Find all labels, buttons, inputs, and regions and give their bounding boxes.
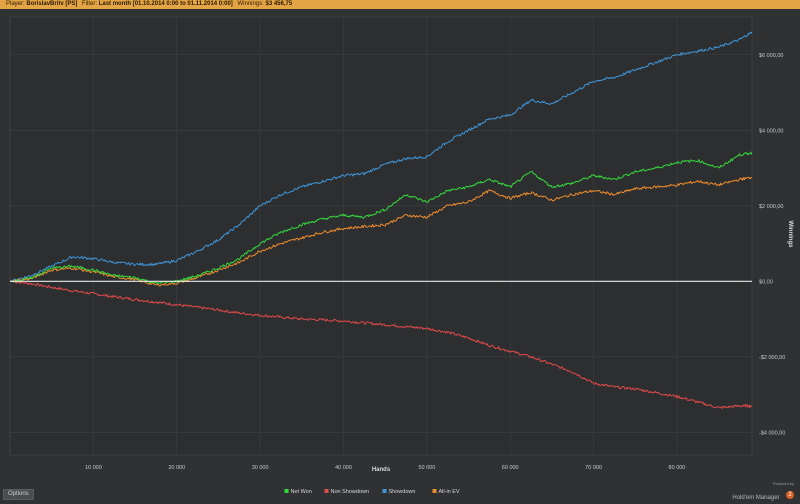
y-tick-label: $0,00 [759, 279, 773, 285]
series-line-non-showdown [9, 280, 753, 409]
y-tick-label: $4 000,00 [759, 128, 783, 134]
legend-label: Non Showdown [331, 489, 370, 495]
legend: Net Won Non Showdown Showdown All-in EV [284, 489, 460, 495]
winnings-chart[interactable]: 10 000 20 000 30 000 40 000 50 000 60 000 70 0… [0, 9, 800, 500]
options-button[interactable]: Options [3, 489, 34, 500]
y-tick-label: -$4 000,00 [759, 430, 785, 436]
winnings-value: $3 456,75 [265, 1, 293, 7]
x-tick-label: 40 000 [335, 465, 352, 471]
x-tick-label: 50 000 [418, 465, 435, 471]
filter-value: Last month [01.10.2014 0:00 to 01.11.201… [98, 1, 233, 7]
winnings-label: Winnings: [237, 1, 264, 7]
legend-swatch [324, 489, 329, 493]
y-axis-label: Winnings [787, 221, 793, 249]
legend-label: Showdown [389, 489, 416, 495]
x-tick-label: 60 000 [502, 465, 519, 471]
legend-swatch [382, 489, 387, 493]
series-line-all-in-ev [9, 176, 753, 287]
legend-item-net-won[interactable]: Net Won [284, 489, 312, 495]
legend-swatch [284, 489, 289, 493]
x-axis-label: Hands [372, 467, 391, 473]
filter-label: Filter: [82, 1, 98, 7]
legend-item-showdown[interactable]: Showdown [382, 489, 416, 495]
x-tick-label: 70 000 [585, 465, 602, 471]
x-tick-label: 20 000 [168, 465, 185, 471]
legend-item-non-showdown[interactable]: Non Showdown [324, 489, 370, 495]
player-label: Player: [6, 1, 25, 7]
graph-area[interactable]: 10 000 20 000 30 000 40 000 50 000 60 000 70 0… [0, 9, 800, 500]
title-bar: Player: BorislavBritv [PS] Filter: Last … [0, 0, 800, 9]
legend-item-all-in-ev[interactable]: All-in EV [432, 489, 460, 495]
legend-label: All-in EV [439, 489, 460, 495]
plot-area [9, 16, 753, 456]
y-tick-label: $6 000,00 [759, 53, 783, 59]
player-value: BorislavBritv [PS] [26, 1, 78, 7]
legend-label: Net Won [291, 489, 312, 495]
x-tick-label: 80 000 [669, 465, 686, 471]
y-tick-label: -$2 000,00 [759, 355, 785, 361]
brand-name: Hold'em Manager [732, 495, 780, 501]
brand-block: Powered by Hold'em Manager 2 [732, 481, 794, 504]
y-tick-labels: $6 000,00 $4 000,00 $2 000,00 $0,00 -$2 000,… [759, 53, 785, 437]
legend-swatch [432, 489, 437, 493]
x-tick-label: 10 000 [85, 465, 102, 471]
series-line-net-won [9, 151, 753, 285]
series-lines [9, 31, 753, 409]
y-tick-label: $2 000,00 [759, 204, 783, 210]
grid-lines [9, 16, 753, 456]
powered-by-text: Powered by [772, 481, 794, 486]
series-line-showdown [9, 31, 753, 282]
x-tick-labels: 10 000 20 000 30 000 40 000 50 000 60 000 70 0… [85, 465, 685, 471]
x-tick-label: 30 000 [252, 465, 269, 471]
brand-logo-icon: 2 [786, 490, 794, 499]
